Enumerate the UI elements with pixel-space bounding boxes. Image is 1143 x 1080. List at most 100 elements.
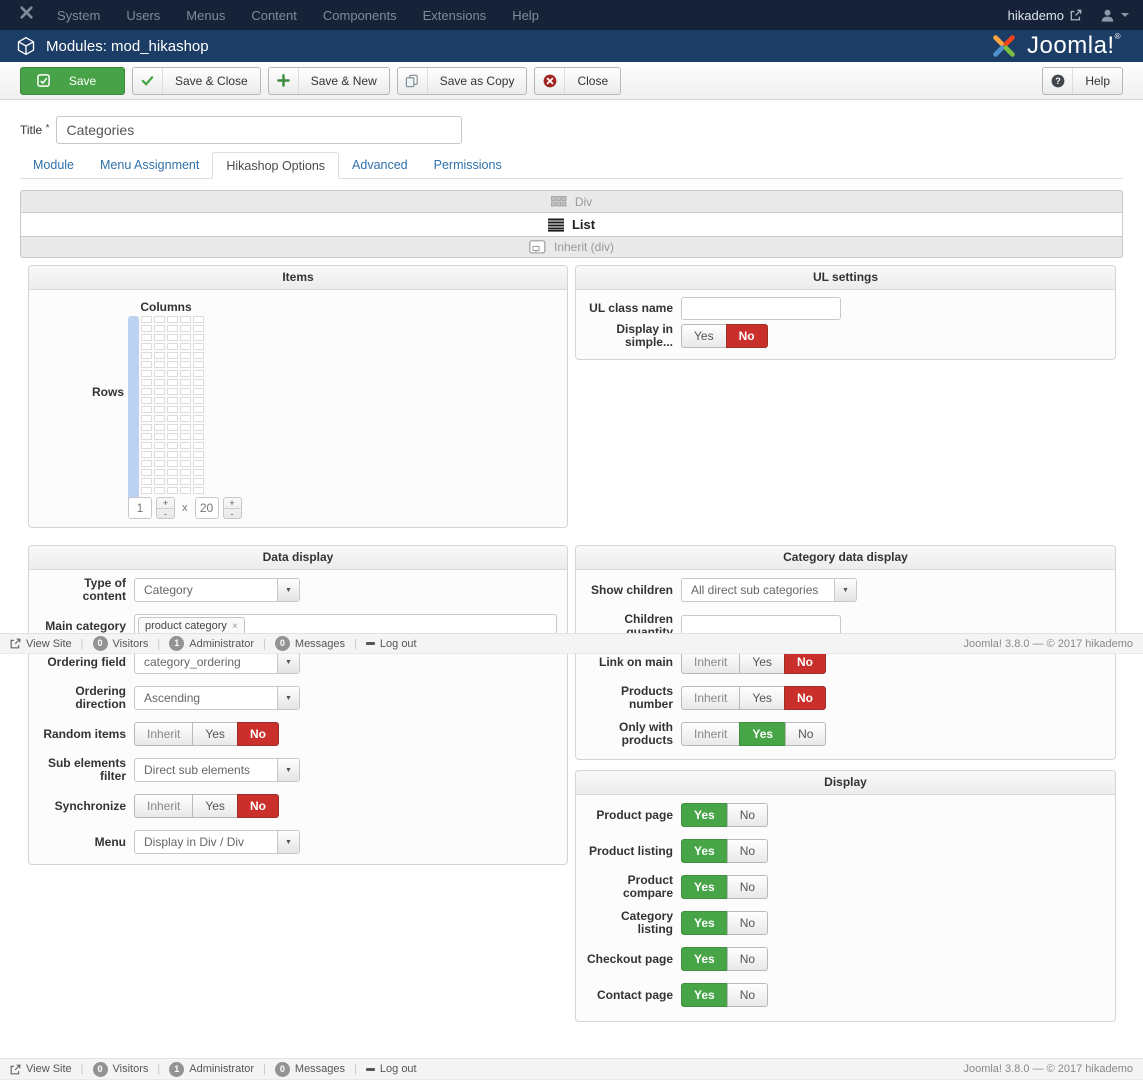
grid-cell[interactable] [141, 325, 152, 332]
remove-tag-icon[interactable]: × [232, 621, 238, 632]
grid-cell[interactable] [141, 379, 152, 386]
menu-item-users[interactable]: Users [126, 8, 160, 23]
site-preview-link[interactable]: hikademo [1008, 8, 1082, 23]
grid-cell[interactable] [167, 478, 178, 485]
product-page-yes-button[interactable]: Yes [681, 803, 728, 827]
layout-option-inherit[interactable]: Inherit (div) [20, 236, 1123, 258]
grid-cell[interactable] [180, 415, 191, 422]
grid-cell[interactable] [141, 469, 152, 476]
view-site-link[interactable]: View Site [10, 638, 72, 650]
visitors-link[interactable]: 0 Visitors [93, 1062, 149, 1077]
grid-cell[interactable] [180, 469, 191, 476]
administrator-link[interactable]: 1 Administrator [169, 636, 254, 651]
grid-cell[interactable] [193, 370, 204, 377]
grid-cell[interactable] [154, 424, 165, 431]
logout-link[interactable]: Log out [366, 638, 417, 650]
grid-cell[interactable] [180, 478, 191, 485]
synchronize-no-button[interactable]: No [237, 794, 279, 818]
grid-cell[interactable] [180, 388, 191, 395]
grid-cell[interactable] [154, 469, 165, 476]
category-listing-yes-button[interactable]: Yes [681, 911, 728, 935]
view-site-link[interactable]: View Site [10, 1063, 72, 1075]
grid-cell[interactable] [193, 361, 204, 368]
grid-cell[interactable] [154, 379, 165, 386]
grid-cell[interactable] [193, 388, 204, 395]
tab-hikashop-options[interactable]: Hikashop Options [212, 152, 339, 179]
grid-cell[interactable] [180, 424, 191, 431]
grid-cell[interactable] [193, 334, 204, 341]
grid-cell[interactable] [167, 316, 178, 323]
display-simple-no-button[interactable]: No [726, 324, 768, 348]
grid-cell[interactable] [167, 334, 178, 341]
random-items-yes-button[interactable]: Yes [192, 722, 238, 746]
grid-cell[interactable] [193, 442, 204, 449]
grid-cell[interactable] [167, 442, 178, 449]
grid-cell[interactable] [180, 361, 191, 368]
grid-cell[interactable] [180, 460, 191, 467]
grid-cell[interactable] [141, 316, 152, 323]
grid-cell[interactable] [180, 325, 191, 332]
columns-count-input[interactable] [128, 497, 152, 519]
grid-cell[interactable] [167, 370, 178, 377]
product-page-no-button[interactable]: No [727, 803, 768, 827]
grid-cell[interactable] [154, 388, 165, 395]
grid-cell[interactable] [141, 361, 152, 368]
grid-cell[interactable] [154, 334, 165, 341]
grid-cell[interactable] [167, 424, 178, 431]
menu-item-extensions[interactable]: Extensions [423, 8, 487, 23]
layout-option-list[interactable]: List [20, 212, 1123, 237]
grid-cell[interactable] [141, 415, 152, 422]
sub-elements-filter-select[interactable]: Direct sub elements ▼ [134, 758, 300, 782]
grid-cell[interactable] [180, 406, 191, 413]
grid-cell[interactable] [154, 442, 165, 449]
ul-class-name-input[interactable] [681, 297, 841, 320]
products-number-yes-button[interactable]: Yes [739, 686, 785, 710]
grid-cell[interactable] [180, 379, 191, 386]
grid-cell[interactable] [167, 487, 178, 494]
grid-cell[interactable] [141, 352, 152, 359]
messages-link[interactable]: 0 Messages [275, 636, 345, 651]
tab-menu-assignment[interactable]: Menu Assignment [87, 152, 212, 179]
checkout-page-no-button[interactable]: No [727, 947, 768, 971]
grid-cell[interactable] [154, 433, 165, 440]
grid-cell[interactable] [193, 316, 204, 323]
grid-cell[interactable] [141, 343, 152, 350]
category-listing-no-button[interactable]: No [727, 911, 768, 935]
save-new-button[interactable]: Save & New [268, 67, 390, 95]
grid-cell[interactable] [167, 379, 178, 386]
grid-cell[interactable] [141, 460, 152, 467]
display-simple-yes-button[interactable]: Yes [681, 324, 727, 348]
grid-cell[interactable] [180, 433, 191, 440]
grid-cell[interactable] [167, 415, 178, 422]
grid-cell[interactable] [193, 406, 204, 413]
grid-cell[interactable] [193, 397, 204, 404]
products-number-no-button[interactable]: No [784, 686, 826, 710]
only-with-products-no-button[interactable]: No [785, 722, 826, 746]
messages-link[interactable]: 0 Messages [275, 1062, 345, 1077]
save-button[interactable]: Save [20, 67, 125, 95]
grid-cell[interactable] [141, 433, 152, 440]
grid-cell[interactable] [167, 325, 178, 332]
grid-cell[interactable] [180, 397, 191, 404]
help-button[interactable]: ? Help [1042, 67, 1123, 95]
grid-cell[interactable] [167, 388, 178, 395]
grid-cell[interactable] [180, 442, 191, 449]
title-input[interactable] [56, 116, 462, 144]
tab-module[interactable]: Module [20, 152, 87, 179]
grid-cell[interactable] [193, 487, 204, 494]
synchronize-inherit-button[interactable]: Inherit [134, 794, 193, 818]
grid-cell[interactable] [167, 406, 178, 413]
grid-cell[interactable] [167, 451, 178, 458]
ordering-direction-select[interactable]: Ascending ▼ [134, 686, 300, 710]
grid-cell[interactable] [154, 487, 165, 494]
menu-item-system[interactable]: System [57, 8, 100, 23]
grid-cell[interactable] [154, 397, 165, 404]
grid-cell[interactable] [193, 325, 204, 332]
visitors-link[interactable]: 0 Visitors [93, 636, 149, 651]
rows-increment-button[interactable]: + [224, 498, 241, 509]
grid-cell[interactable] [193, 478, 204, 485]
grid-cell[interactable] [193, 415, 204, 422]
only-with-products-yes-button[interactable]: Yes [739, 722, 786, 746]
close-button[interactable]: Close [534, 67, 621, 95]
grid-cell[interactable] [193, 379, 204, 386]
